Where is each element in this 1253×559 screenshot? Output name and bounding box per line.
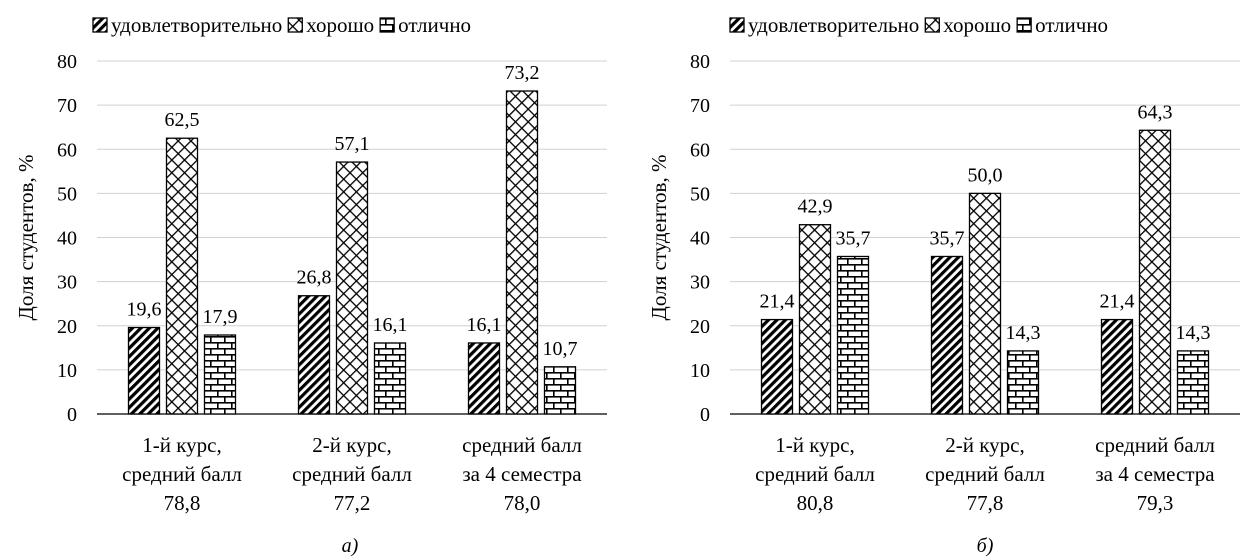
x-tick-label: 78,0	[504, 491, 541, 515]
x-tick-label: 2-й курс,	[945, 433, 1024, 457]
bar-brick	[836, 255, 870, 415]
legend-label: удовлетворительно	[111, 13, 282, 37]
bar-crosshatch	[335, 161, 369, 415]
y-tick-label: 80	[690, 51, 710, 73]
x-tick-label: средний балл	[925, 462, 1045, 486]
data-label: 35,7	[930, 227, 965, 249]
bar-brick	[543, 366, 577, 415]
data-label: 16,1	[467, 314, 502, 336]
x-tick-label: средний балл	[755, 462, 875, 486]
x-tick-label: средний балл	[292, 462, 412, 486]
panel-label: б)	[977, 535, 994, 557]
bar-crosshatch	[165, 137, 199, 415]
data-label: 14,3	[1176, 322, 1211, 344]
x-tick-label: 79,3	[1137, 491, 1174, 515]
y-tick-label: 50	[57, 183, 77, 205]
x-tick-label: средний балл	[1095, 433, 1215, 457]
y-tick-label: 50	[690, 183, 710, 205]
bar-brick	[1006, 350, 1040, 415]
data-label: 35,7	[836, 227, 871, 249]
legend-swatch	[924, 17, 940, 33]
bar-diagonal	[760, 318, 794, 415]
legend-swatch	[287, 17, 303, 33]
x-tick-label: 77,8	[967, 491, 1004, 515]
y-tick-label: 20	[690, 316, 710, 338]
legend-label: удовлетворительно	[748, 13, 919, 37]
data-label: 57,1	[335, 133, 370, 155]
bar-brick	[1176, 350, 1210, 415]
data-label: 73,2	[505, 62, 540, 84]
legend-swatch	[729, 17, 745, 33]
legend-label: хорошо	[943, 13, 1011, 37]
y-tick-label: 60	[57, 139, 77, 161]
data-label: 17,9	[203, 306, 238, 328]
y-tick-label: 60	[690, 139, 710, 161]
x-tick-label: 80,8	[797, 491, 834, 515]
y-tick-label: 0	[700, 404, 710, 426]
y-tick-label: 0	[67, 404, 77, 426]
x-tick-label: 1-й курс,	[775, 433, 854, 457]
y-tick-label: 20	[57, 316, 77, 338]
bar-diagonal	[297, 295, 331, 415]
y-tick-label: 40	[57, 228, 77, 250]
chart-panel-b: 0 10 20 30 40 50 60 70 80 Доля студентов, % 21,4 35…	[647, 13, 1240, 557]
bar-crosshatch	[968, 192, 1002, 415]
data-label: 62,5	[165, 109, 200, 131]
x-tick-label: средний балл	[122, 462, 242, 486]
legend-swatch	[379, 17, 395, 33]
y-tick-label: 70	[57, 95, 77, 117]
x-tick-label: 77,2	[334, 491, 371, 515]
panel-label: а)	[342, 535, 359, 557]
data-label: 21,4	[1100, 291, 1135, 313]
data-label: 19,6	[127, 299, 162, 321]
legend-label: хорошо	[306, 13, 374, 37]
data-label: 42,9	[798, 196, 833, 218]
y-axis-label: Доля студентов, %	[647, 155, 671, 321]
bar-diagonal	[930, 255, 964, 415]
data-label: 21,4	[760, 291, 795, 313]
x-tick-label: за 4 семестра	[462, 462, 582, 486]
bar-diagonal	[467, 342, 501, 415]
data-label: 26,8	[297, 267, 332, 289]
y-tick-label: 10	[57, 360, 77, 382]
bar-brick	[373, 342, 407, 415]
data-label: 16,1	[373, 314, 408, 336]
bar-diagonal	[1100, 318, 1134, 415]
x-tick-label: 2-й курс,	[312, 433, 391, 457]
legend-swatch	[92, 17, 108, 33]
bar-crosshatch	[1138, 129, 1172, 415]
y-tick-label: 10	[690, 360, 710, 382]
y-tick-label: 30	[690, 272, 710, 294]
legend-label: отлично	[398, 13, 471, 37]
legend-label: отлично	[1035, 13, 1108, 37]
y-tick-label: 70	[690, 95, 710, 117]
bar-crosshatch	[505, 90, 539, 415]
legend-swatch	[1016, 17, 1032, 33]
y-tick-label: 80	[57, 51, 77, 73]
x-tick-label: 78,8	[164, 491, 201, 515]
data-label: 14,3	[1006, 322, 1041, 344]
x-tick-label: средний балл	[462, 433, 582, 457]
y-tick-label: 30	[57, 272, 77, 294]
bar-brick	[203, 334, 237, 415]
data-label: 10,7	[543, 338, 578, 360]
y-axis-label: Доля студентов, %	[14, 155, 38, 321]
bar-diagonal	[127, 326, 161, 415]
data-label: 64,3	[1138, 101, 1173, 123]
data-label: 50,0	[968, 164, 1003, 186]
bar-crosshatch	[798, 224, 832, 415]
x-tick-label: 1-й курс,	[142, 433, 221, 457]
chart-panel-a: 0 10 20 30 40 50 60 70 80 Доля студентов, % 19,6 26…	[14, 13, 607, 557]
y-tick-label: 40	[690, 228, 710, 250]
x-tick-label: за 4 семестра	[1095, 462, 1215, 486]
